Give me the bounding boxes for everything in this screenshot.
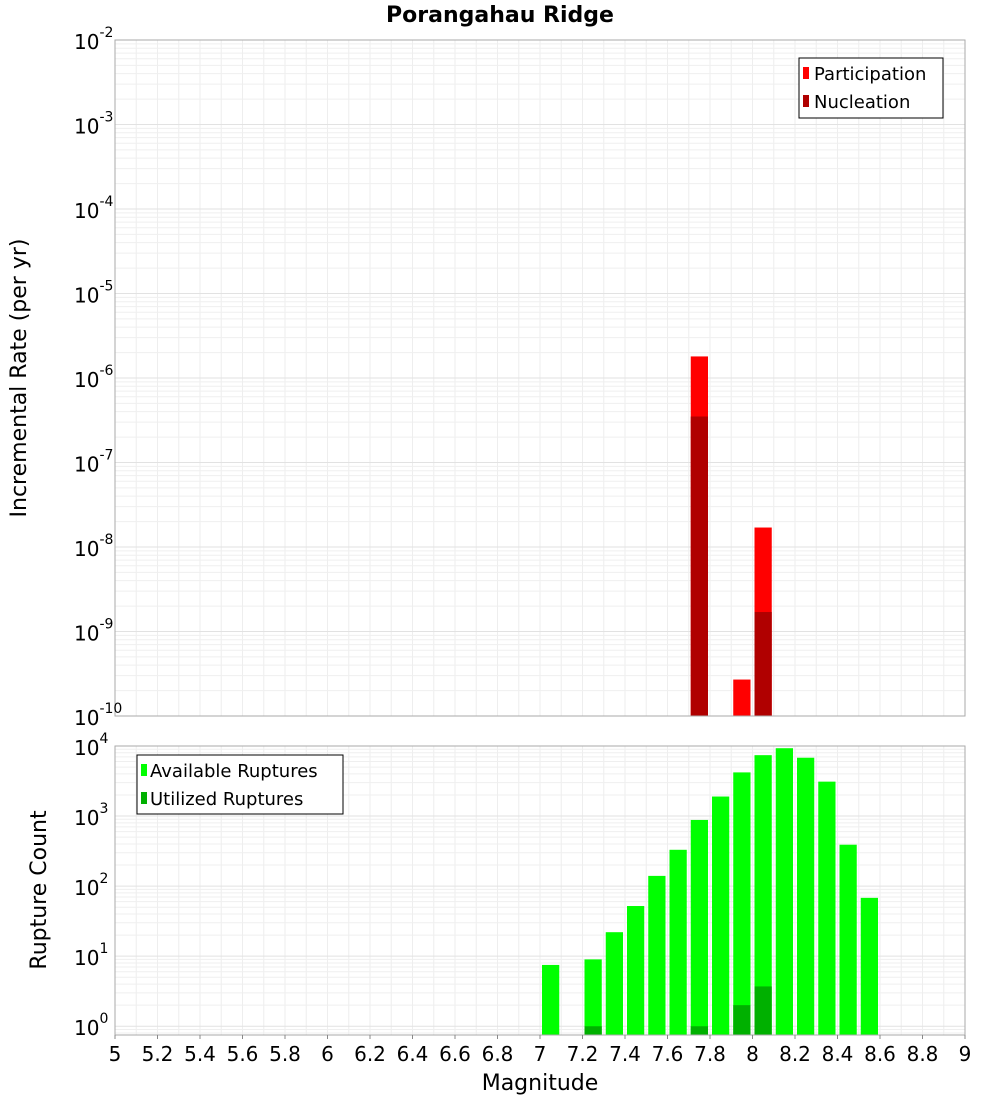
bottom-legend-box bbox=[136, 754, 344, 815]
y-tick-exponent: 2 bbox=[99, 871, 108, 887]
y-tick-exponent: -3 bbox=[99, 110, 113, 126]
x-tick-label: 5 bbox=[109, 1042, 122, 1066]
top-gridlines bbox=[114, 39, 966, 717]
y-tick-label: 10-6 bbox=[74, 363, 114, 392]
y-tick-exponent: -5 bbox=[99, 279, 113, 295]
y-tick-label: 10-10 bbox=[74, 701, 122, 730]
bottom-y-axis-title: Rupture Count bbox=[27, 810, 52, 970]
participation-legend-label: Participation bbox=[814, 64, 926, 85]
x-tick-label: 6.2 bbox=[354, 1042, 386, 1066]
x-tick-label: 8 bbox=[746, 1042, 759, 1066]
x-tick-label: 7.6 bbox=[652, 1042, 684, 1066]
bar-available-ruptures bbox=[605, 932, 623, 1035]
y-tick-label: 100 bbox=[74, 1011, 108, 1040]
y-tick-exponent: -4 bbox=[99, 194, 113, 210]
bar-overlay-nucleation bbox=[754, 612, 772, 716]
bar-available-ruptures bbox=[839, 844, 857, 1035]
bar-available-ruptures bbox=[648, 875, 666, 1035]
top-legend: Participation Nucleation bbox=[798, 57, 944, 119]
y-tick-exponent: 1 bbox=[99, 941, 108, 957]
y-tick-label: 10-4 bbox=[74, 194, 114, 223]
bar-overlay-utilized-ruptures bbox=[733, 1005, 751, 1035]
participation-legend-swatch bbox=[803, 67, 809, 79]
y-tick-label: 10-2 bbox=[74, 25, 113, 54]
x-tick-label: 8.8 bbox=[907, 1042, 939, 1066]
x-tick-label: 7.4 bbox=[609, 1042, 641, 1066]
y-tick-exponent: -10 bbox=[99, 701, 122, 717]
x-tick-label: 8.4 bbox=[822, 1042, 854, 1066]
x-tick-label: 5.6 bbox=[227, 1042, 259, 1066]
x-tick-label: 8.2 bbox=[779, 1042, 811, 1066]
y-tick-exponent: -9 bbox=[99, 617, 113, 633]
x-tick-label: 7.8 bbox=[694, 1042, 726, 1066]
x-tick-label: 6.4 bbox=[397, 1042, 429, 1066]
top-legend-box bbox=[798, 57, 944, 119]
bar-available-ruptures bbox=[669, 849, 687, 1035]
bar-overlay-nucleation bbox=[690, 416, 708, 716]
x-tick-label: 5.4 bbox=[184, 1042, 216, 1066]
x-tick-label: 6.8 bbox=[482, 1042, 514, 1066]
bar-participation bbox=[733, 679, 751, 716]
bar-available-ruptures bbox=[818, 781, 836, 1035]
utilized-legend-swatch bbox=[141, 792, 147, 804]
bar-available-ruptures bbox=[733, 772, 751, 1035]
bottom-legend: Available Ruptures Utilized Ruptures bbox=[136, 754, 344, 815]
nucleation-legend-swatch bbox=[803, 95, 809, 107]
y-tick-label: 104 bbox=[74, 731, 108, 760]
bottom-bars bbox=[542, 748, 878, 1035]
bar-available-ruptures bbox=[627, 906, 645, 1035]
bar-available-ruptures bbox=[584, 959, 602, 1035]
bar-overlay-utilized-ruptures bbox=[754, 986, 772, 1035]
bar-overlay-utilized-ruptures bbox=[690, 1026, 708, 1035]
y-tick-label: 102 bbox=[74, 871, 108, 900]
bar-available-ruptures bbox=[542, 964, 560, 1035]
nucleation-legend-label: Nucleation bbox=[814, 92, 910, 113]
bar-available-ruptures bbox=[690, 819, 708, 1035]
bar-available-ruptures bbox=[860, 897, 878, 1035]
y-tick-exponent: 0 bbox=[99, 1011, 108, 1027]
available-legend-swatch bbox=[141, 764, 147, 776]
top-y-axis-title: Incremental Rate (per yr) bbox=[7, 239, 32, 518]
bar-available-ruptures bbox=[797, 757, 815, 1035]
y-tick-label: 10-9 bbox=[74, 617, 113, 646]
y-tick-label: 10-7 bbox=[74, 448, 113, 477]
x-tick-label: 7 bbox=[534, 1042, 547, 1066]
bar-available-ruptures bbox=[775, 748, 793, 1035]
y-tick-exponent: -2 bbox=[99, 25, 113, 41]
utilized-legend-label: Utilized Ruptures bbox=[150, 789, 303, 810]
x-tick-label: 9 bbox=[959, 1042, 972, 1066]
x-tick-label: 7.2 bbox=[567, 1042, 599, 1066]
y-tick-label: 10-5 bbox=[74, 279, 113, 308]
y-tick-exponent: -7 bbox=[99, 448, 113, 464]
y-tick-exponent: -8 bbox=[99, 532, 113, 548]
x-tick-label: 5.2 bbox=[142, 1042, 174, 1066]
x-tick-label: 5.8 bbox=[269, 1042, 301, 1066]
x-tick-label: 8.6 bbox=[864, 1042, 896, 1066]
top-plot-frame bbox=[114, 39, 966, 717]
y-tick-label: 103 bbox=[74, 801, 108, 830]
y-tick-exponent: 4 bbox=[99, 731, 108, 747]
y-tick-label: 10-3 bbox=[74, 110, 113, 139]
x-tick-label: 6.6 bbox=[439, 1042, 471, 1066]
bar-available-ruptures bbox=[754, 755, 772, 1035]
top-bars bbox=[690, 356, 772, 716]
y-tick-exponent: 3 bbox=[99, 801, 108, 817]
y-tick-label: 101 bbox=[74, 941, 108, 970]
y-tick-exponent: -6 bbox=[99, 363, 113, 379]
top-y-tick-labels: 10-2 10-3 10-4 10-5 10-6 10-7 10-8 10-9 10-10 bbox=[74, 25, 122, 730]
x-axis-title: Magnitude bbox=[482, 1071, 599, 1096]
x-tick-labels: 5 5.2 5.4 5.6 5.8 6 6.2 6.4 6.6 6.8 7 7.2 7.4 7.6 7.8 8… bbox=[109, 1035, 972, 1066]
available-legend-label: Available Ruptures bbox=[150, 761, 318, 782]
bar-overlay-utilized-ruptures bbox=[584, 1026, 602, 1035]
chart-title: Porangahau Ridge bbox=[386, 3, 614, 28]
y-tick-label: 10-8 bbox=[74, 532, 113, 561]
bar-available-ruptures bbox=[712, 796, 730, 1035]
x-tick-label: 6 bbox=[321, 1042, 334, 1066]
